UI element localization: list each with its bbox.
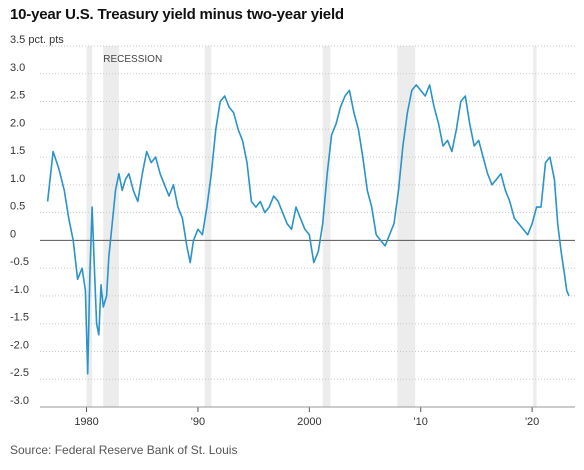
x-axis-ticks: 1980 '90 2000 '10 '20 <box>40 406 575 428</box>
recession-band <box>322 46 331 407</box>
source-note: Source: Federal Reserve Bank of St. Loui… <box>10 443 238 457</box>
x-tick-label: 2000 <box>297 416 321 428</box>
recession-bands <box>86 46 537 407</box>
y-tick-label: -2.5 <box>10 367 29 379</box>
recession-label: RECESSION <box>103 54 162 65</box>
series-line <box>46 84 570 375</box>
y-tick-label: -3.0 <box>10 395 29 407</box>
y-tick-label: 0 <box>10 228 16 240</box>
y-tick-label: 2.5 <box>10 90 25 102</box>
y-tick-label: 0.5 <box>10 201 25 213</box>
x-tick-label: 1980 <box>74 416 98 428</box>
y-tick-label: -1.5 <box>10 312 29 324</box>
y-gridlines <box>40 45 575 408</box>
y-tick-label: 3.0 <box>10 62 25 74</box>
recession-band <box>533 46 537 407</box>
y-tick-label: -1.0 <box>10 284 29 296</box>
y-tick-label: 2.0 <box>10 117 25 129</box>
recession-band <box>204 46 212 407</box>
recession-band <box>103 46 119 407</box>
recession-band <box>86 46 93 407</box>
y-tick-label: 1.0 <box>10 173 25 185</box>
y-tick-label: -0.5 <box>10 256 29 268</box>
x-tick-label: '90 <box>191 416 205 428</box>
y-axis-tick-labels: 3.5 pct. pts 3.0 2.5 2.0 1.5 1.0 0.5 0 -0.5 -1.0 -… <box>10 34 64 407</box>
x-tick-label: '10 <box>414 416 428 428</box>
y-tick-label: 1.5 <box>10 145 25 157</box>
chart-title: 10-year U.S. Treasury yield minus two-ye… <box>10 6 344 23</box>
y-tick-label: -2.0 <box>10 339 29 351</box>
x-tick-label: '20 <box>525 416 539 428</box>
recession-band <box>397 46 416 407</box>
y-tick-label: 3.5 pct. pts <box>10 34 64 46</box>
